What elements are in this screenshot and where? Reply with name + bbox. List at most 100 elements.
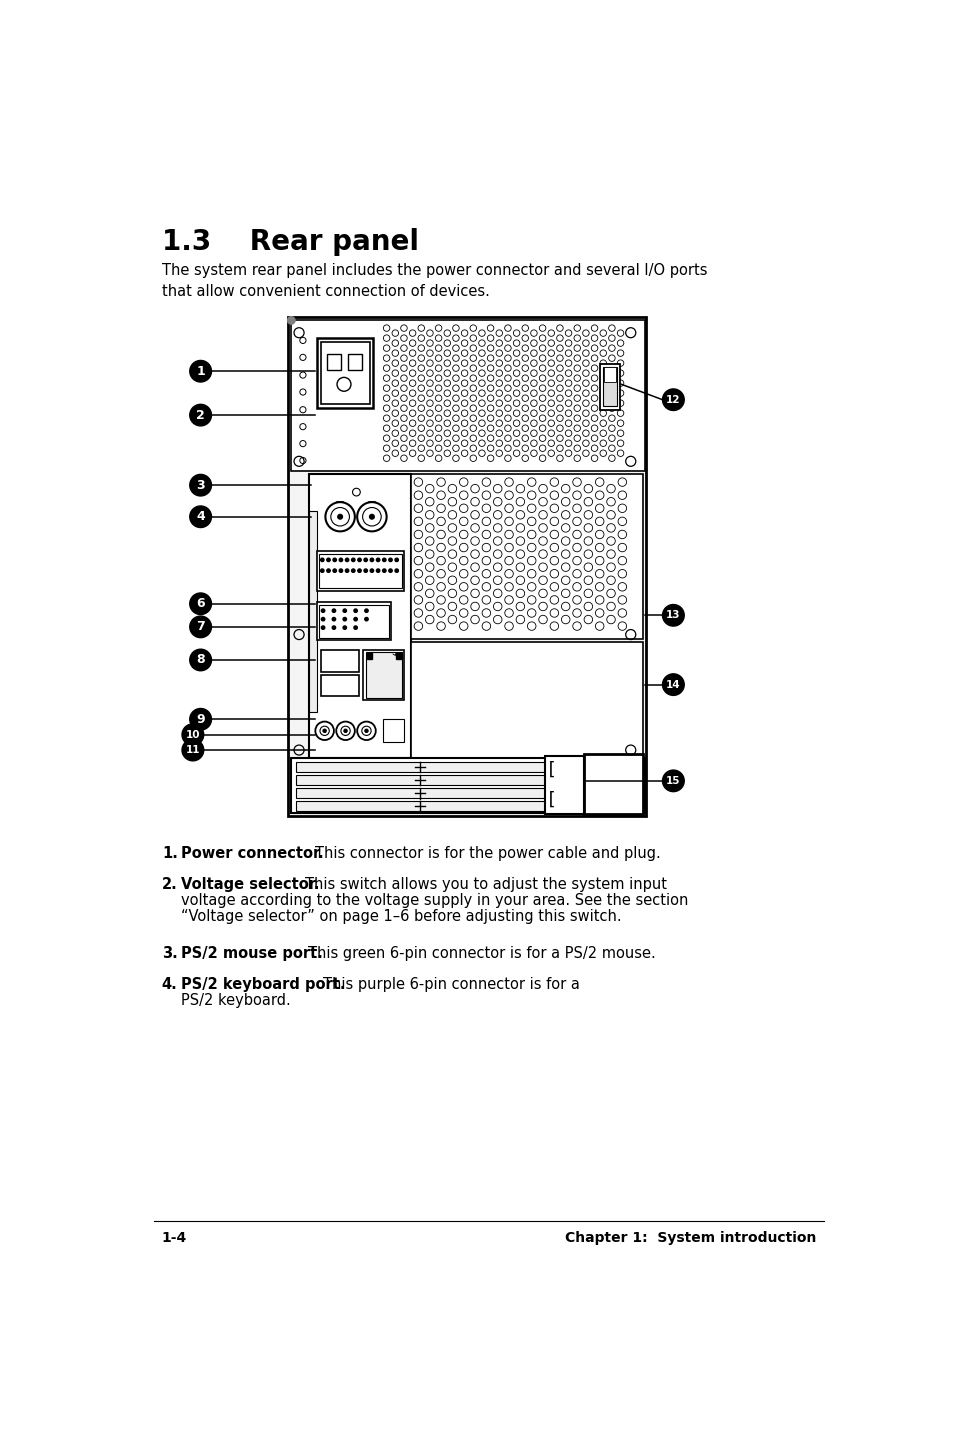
Circle shape	[352, 569, 355, 572]
Text: 11: 11	[186, 745, 200, 755]
Circle shape	[661, 604, 683, 626]
Text: 1.3    Rear panel: 1.3 Rear panel	[162, 229, 418, 256]
Circle shape	[332, 626, 335, 630]
Bar	[382, 719, 404, 742]
Circle shape	[320, 569, 324, 572]
Text: This switch allows you to adjust the system input: This switch allows you to adjust the sys…	[305, 877, 666, 892]
Bar	[583, 754, 642, 814]
Circle shape	[333, 558, 336, 562]
Text: Power connector.: Power connector.	[181, 847, 324, 861]
Bar	[603, 367, 616, 383]
Bar	[367, 653, 372, 659]
Bar	[316, 551, 404, 591]
Text: 6: 6	[196, 597, 205, 610]
Text: PS/2 keyboard port.: PS/2 keyboard port.	[181, 978, 345, 992]
Circle shape	[190, 592, 212, 614]
Text: This connector is for the power cable and plug.: This connector is for the power cable an…	[314, 847, 659, 861]
Bar	[320, 342, 369, 404]
Bar	[288, 318, 645, 817]
Circle shape	[389, 569, 392, 572]
Circle shape	[190, 615, 212, 637]
Text: ⌁: ⌁	[391, 650, 397, 660]
Bar	[327, 354, 340, 370]
Circle shape	[364, 610, 368, 613]
Circle shape	[354, 610, 357, 613]
Text: “Voltage selector” on page 1–6 before adjusting this switch.: “Voltage selector” on page 1–6 before ad…	[181, 909, 621, 925]
Circle shape	[323, 729, 326, 732]
Bar	[291, 321, 644, 472]
Circle shape	[182, 723, 204, 745]
Text: 7: 7	[196, 620, 205, 633]
Circle shape	[190, 649, 212, 670]
Circle shape	[321, 617, 324, 621]
Text: PS/2 mouse port.: PS/2 mouse port.	[181, 946, 323, 962]
Circle shape	[661, 388, 683, 410]
Bar	[348, 354, 361, 370]
Bar	[319, 605, 389, 637]
Text: 2: 2	[196, 408, 205, 421]
Circle shape	[382, 569, 386, 572]
Bar	[395, 653, 400, 659]
Text: 3.: 3.	[162, 946, 177, 962]
Bar	[363, 650, 404, 700]
Bar	[295, 788, 545, 798]
Text: Voltage selector.: Voltage selector.	[181, 877, 319, 892]
Text: 8: 8	[196, 653, 205, 666]
Text: The system rear panel includes the power connector and several I/O ports
that al: The system rear panel includes the power…	[162, 263, 706, 299]
Circle shape	[343, 610, 346, 613]
Circle shape	[339, 558, 342, 562]
Text: 1: 1	[196, 365, 205, 378]
Text: 4: 4	[196, 510, 205, 523]
Bar	[316, 603, 391, 640]
Circle shape	[376, 558, 379, 562]
Bar	[320, 650, 359, 672]
Bar	[295, 801, 545, 811]
Circle shape	[332, 610, 335, 613]
Text: 1-4: 1-4	[162, 1231, 187, 1245]
Text: 10: 10	[186, 729, 200, 739]
Circle shape	[344, 729, 347, 732]
Circle shape	[321, 626, 324, 630]
Circle shape	[332, 617, 335, 621]
Circle shape	[339, 569, 342, 572]
Circle shape	[357, 558, 361, 562]
Bar	[545, 756, 583, 814]
Circle shape	[343, 626, 346, 630]
Circle shape	[365, 729, 368, 732]
Bar	[295, 775, 545, 785]
Bar	[599, 364, 619, 410]
Text: 13: 13	[665, 610, 679, 620]
Bar	[316, 338, 373, 408]
Bar	[365, 651, 402, 697]
Text: [: [	[545, 761, 556, 779]
Circle shape	[320, 558, 324, 562]
Circle shape	[190, 709, 212, 731]
Circle shape	[354, 617, 357, 621]
Bar	[602, 367, 617, 406]
Text: 15: 15	[665, 777, 679, 785]
Circle shape	[661, 771, 683, 792]
Text: 2.: 2.	[162, 877, 177, 892]
Circle shape	[337, 515, 342, 519]
Circle shape	[287, 316, 294, 324]
Circle shape	[376, 569, 379, 572]
Text: [: [	[545, 791, 556, 808]
Circle shape	[190, 404, 212, 426]
Circle shape	[345, 558, 349, 562]
Bar	[320, 674, 359, 696]
Bar	[319, 554, 402, 588]
Circle shape	[395, 558, 398, 562]
Text: 14: 14	[665, 680, 680, 690]
Circle shape	[364, 617, 368, 621]
Circle shape	[369, 515, 374, 519]
Text: 9: 9	[196, 713, 205, 726]
Circle shape	[345, 569, 349, 572]
Bar	[295, 762, 545, 772]
Circle shape	[357, 569, 361, 572]
Text: 4.: 4.	[162, 978, 177, 992]
Circle shape	[190, 475, 212, 496]
Circle shape	[370, 569, 374, 572]
Bar	[410, 475, 642, 638]
Text: This green 6-pin connector is for a PS/2 mouse.: This green 6-pin connector is for a PS/2…	[308, 946, 656, 962]
Text: voltage according to the voltage supply in your area. See the section: voltage according to the voltage supply …	[181, 893, 688, 909]
